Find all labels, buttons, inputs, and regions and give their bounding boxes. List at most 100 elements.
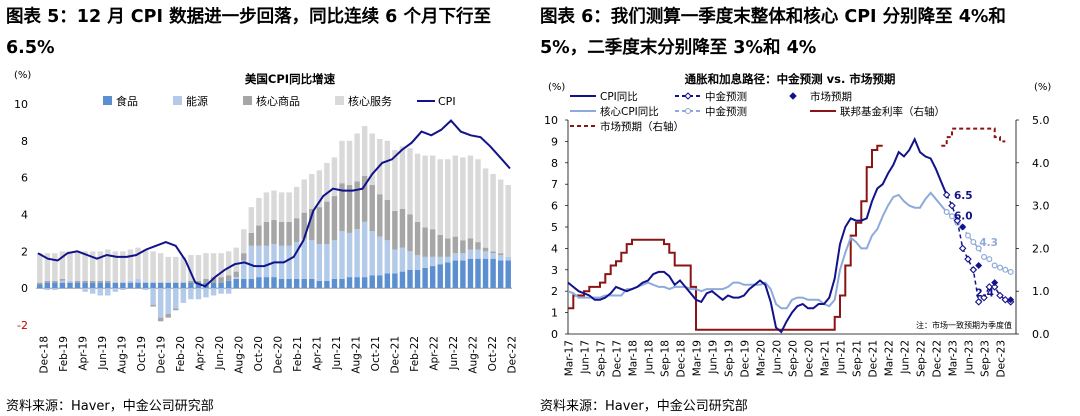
legend-label: 市场预期 <box>810 90 852 103</box>
bar-segment <box>188 282 194 289</box>
left-y-tick-label: 8 <box>551 157 558 170</box>
bar-segment <box>377 194 383 237</box>
x-tick-label: Sep-21 <box>852 340 864 377</box>
core-cpi-forecast-point <box>1007 268 1014 275</box>
bar-segment <box>218 282 224 289</box>
bar-segment <box>218 288 224 294</box>
bar-segment <box>210 253 217 278</box>
bar-segment <box>445 238 451 257</box>
bar-segment <box>293 242 300 279</box>
bar-segment <box>74 251 81 281</box>
bar-segment <box>150 304 156 307</box>
bar-segment <box>112 282 119 289</box>
bar-segment <box>482 247 489 252</box>
right-chart: 通胀和加息路径：中金预测 vs. 市场预期 (%) (%) 0 1 2 3 4 5 6 7 8 9 10 0… <box>544 72 1051 377</box>
x-tick-label: Aug-21 <box>351 336 363 374</box>
bar-segment <box>150 251 156 283</box>
bar-segment <box>301 179 307 213</box>
left-y-tick-label: 3 <box>551 264 558 277</box>
left-y-tick-label: 1 <box>551 307 558 320</box>
bar-segment <box>445 262 451 289</box>
right-axis-unit: (%) <box>1034 82 1051 93</box>
x-tick-label: Dec-23 <box>996 340 1008 377</box>
bar-segment <box>97 288 103 296</box>
bar-segment <box>89 280 96 283</box>
bar-segment <box>429 266 436 289</box>
bar-segment <box>505 260 511 289</box>
x-tick-label: Apr-20 <box>195 336 207 371</box>
legend-label: 核心商品 <box>256 94 300 108</box>
x-tick-label: Jun-20 <box>772 340 784 375</box>
bar-segment <box>195 255 202 281</box>
bar-segment <box>271 220 277 244</box>
bar-segment <box>354 229 360 278</box>
x-tick-label: Dec-21 <box>868 340 880 377</box>
bar-segment <box>263 277 270 289</box>
bar-segment <box>482 251 489 259</box>
core-cpi-forecast-point <box>991 262 998 269</box>
bar-segment <box>422 267 428 289</box>
bar-segment <box>59 251 66 279</box>
bar-segment <box>445 256 451 263</box>
bar-segment <box>324 201 330 244</box>
bar-segment <box>59 280 66 283</box>
bar-segment <box>120 251 126 283</box>
y-tick-label: 8 <box>21 135 28 148</box>
y-tick-label: 2 <box>21 245 28 258</box>
x-tick-label: Sep-20 <box>788 340 800 377</box>
x-tick-label: Oct-22 <box>487 336 499 371</box>
bar-segment <box>293 218 300 243</box>
right-y-tick-label: 2.0 <box>1032 242 1050 255</box>
legend-swatch <box>335 96 344 105</box>
x-tick-label: Sep-18 <box>660 340 672 377</box>
annotation-label: 2.4 <box>975 288 994 300</box>
x-tick-label: Jun-20 <box>214 336 226 371</box>
bar-segment <box>467 238 474 250</box>
bar-segment <box>331 278 338 289</box>
bar-segment <box>225 288 232 294</box>
x-tick-label: Jun-18 <box>644 340 656 375</box>
x-tick-label: Dec-20 <box>273 336 285 373</box>
bar-segment <box>52 280 58 283</box>
y-axis-unit: (%) <box>14 70 31 81</box>
bar-segment <box>150 288 156 305</box>
legend-marker <box>789 92 797 100</box>
y-tick-label: 6 <box>21 172 28 185</box>
core-cpi-forecast-point <box>965 232 972 239</box>
x-tick-label: Dec-19 <box>740 340 752 377</box>
bar-segment <box>309 240 315 279</box>
bar-segment <box>377 275 383 289</box>
bar-segment <box>429 256 436 267</box>
bar-segment <box>278 221 285 246</box>
bar-segment <box>180 288 187 303</box>
x-tick-label: Mar-20 <box>756 340 768 376</box>
bar-segment <box>105 282 111 289</box>
bar-segment <box>460 240 466 254</box>
bar-segment <box>241 229 247 254</box>
chart-note: 注：市场一致预期为季度值 <box>916 320 1012 330</box>
x-tick-label: Dec-20 <box>804 340 816 377</box>
legend-swatch <box>243 96 252 105</box>
bar-segment <box>210 277 217 283</box>
bar-segment <box>82 280 88 283</box>
legend-label: 核心服务 <box>348 94 392 108</box>
x-tick-label: Mar-21 <box>820 340 832 376</box>
core-cpi-forecast-point <box>1002 266 1009 273</box>
x-tick-label: Mar-17 <box>564 340 576 376</box>
cpi-forecast-point <box>990 283 999 291</box>
legend-label: 中金预测 <box>705 105 747 118</box>
bar-segment <box>44 253 51 281</box>
bar-segment <box>263 245 270 278</box>
bar-segment <box>89 251 96 281</box>
x-tick-label: Aug-22 <box>468 336 480 374</box>
bar-segment <box>165 282 171 289</box>
bar-segment <box>452 155 459 237</box>
cpi-line <box>37 119 511 288</box>
bar-segment <box>482 258 489 289</box>
left-y-tick-label: 10 <box>544 114 558 127</box>
market-expectation-point <box>991 279 999 287</box>
bar-segment <box>361 175 368 222</box>
bar-segment <box>407 251 413 270</box>
bar-segment <box>271 277 277 289</box>
bar-segment <box>188 288 194 300</box>
